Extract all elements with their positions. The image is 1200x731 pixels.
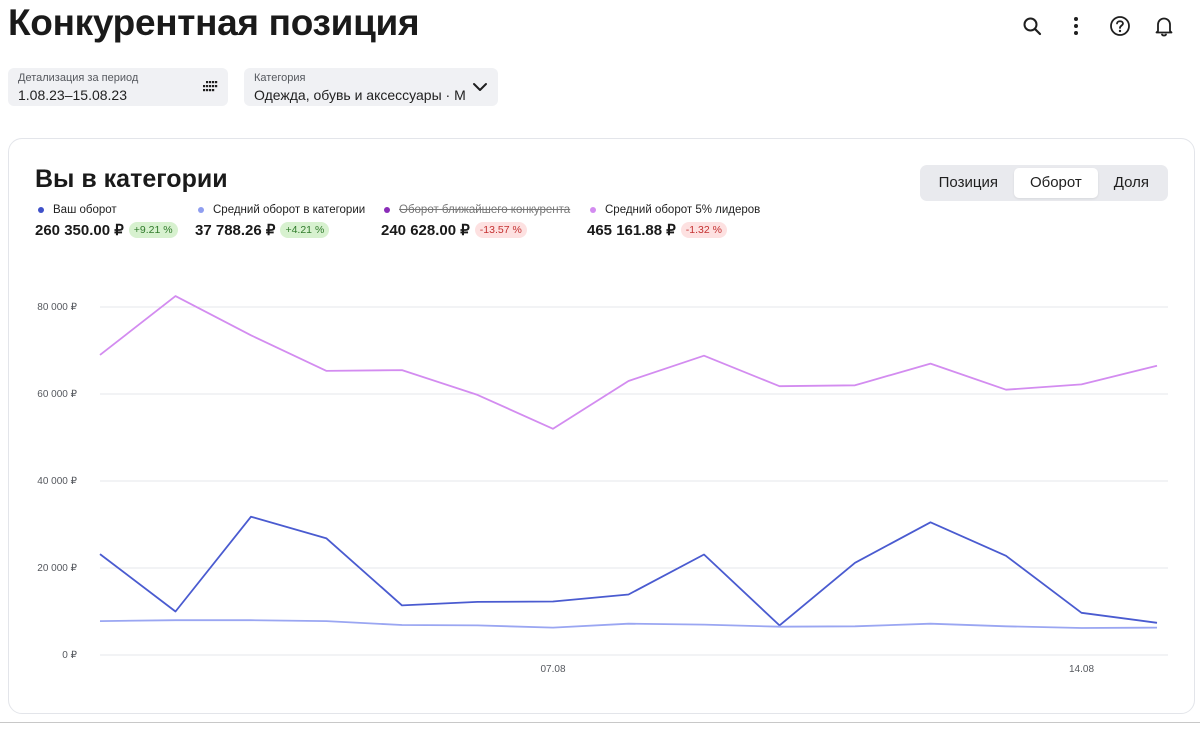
y-tick-label: 80 000 ₽ — [37, 302, 77, 313]
legend-dot — [198, 207, 204, 213]
period-filter-value: 1.08.23–15.08.23 — [18, 87, 127, 103]
change-badge: +9.21 % — [128, 222, 178, 238]
more-vertical-icon[interactable] — [1054, 12, 1098, 40]
top-toolbar — [1010, 12, 1186, 40]
legend-item-category-average[interactable]: Средний оборот в категории 37 788.26 ₽ +4… — [195, 202, 381, 239]
series-line-2 — [99, 619, 1158, 629]
page-title: Конкурентная позиция — [8, 2, 420, 43]
legend-name: Средний оборот в категории — [213, 204, 366, 216]
bell-icon[interactable] — [1142, 12, 1186, 40]
legend-item-nearest-competitor[interactable]: Оборот ближайшего конкурента 240 628.00 … — [381, 202, 587, 239]
tab-turnover[interactable]: Оборот — [1013, 168, 1098, 198]
y-axis-ticks: 0 ₽ 20 000 ₽ 40 000 ₽ 60 000 ₽ 80 000 ₽ — [37, 302, 77, 661]
legend-value: 240 628.00 ₽ — [381, 222, 470, 239]
y-tick-label: 60 000 ₽ — [37, 389, 77, 400]
metric-switcher: Позиция Оборот Доля — [919, 165, 1168, 201]
legend-dot — [590, 207, 596, 213]
category-filter-value: Одежда, обувь и аксессуары · Мужская оде… — [254, 87, 466, 103]
y-tick-label: 0 ₽ — [62, 650, 77, 661]
legend-name: Ваш оборот — [53, 204, 117, 216]
legend-value: 465 161.88 ₽ — [587, 222, 676, 239]
period-filter-label: Детализация за период — [18, 72, 139, 84]
tab-share[interactable]: Доля — [1113, 174, 1149, 191]
chevron-down-icon — [472, 80, 488, 98]
legend-item-top5-leaders[interactable]: Средний оборот 5% лидеров 465 161.88 ₽ -1… — [587, 202, 787, 239]
legend-dot — [384, 207, 390, 213]
change-badge: -13.57 % — [474, 222, 527, 238]
legend-item-your-turnover[interactable]: Ваш оборот 260 350.00 ₽ +9.21 % — [35, 202, 195, 239]
chart-legend: Ваш оборот 260 350.00 ₽ +9.21 % Средний о… — [35, 202, 787, 239]
chart-gridlines — [100, 306, 1168, 656]
change-badge: -1.32 % — [680, 222, 727, 238]
x-axis-ticks: 07.08 14.08 — [540, 664, 1094, 675]
bottom-divider — [0, 722, 1200, 723]
y-tick-label: 40 000 ₽ — [37, 476, 77, 487]
chart-series — [99, 295, 1158, 629]
card-title: Вы в категории — [35, 165, 228, 193]
category-card: Вы в категории Позиция Оборот Доля Ваш о… — [8, 138, 1195, 714]
x-tick-label: 07.08 — [540, 664, 565, 675]
help-icon[interactable] — [1098, 12, 1142, 40]
legend-value: 260 350.00 ₽ — [35, 222, 124, 239]
calendar-icon — [202, 80, 218, 99]
tab-position[interactable]: Позиция — [938, 174, 998, 191]
change-badge: +4.21 % — [280, 222, 330, 238]
series-line-0 — [99, 295, 1158, 430]
search-icon[interactable] — [1010, 12, 1054, 40]
period-filter[interactable]: Детализация за период 1.08.23–15.08.23 — [8, 68, 228, 106]
legend-dot — [38, 207, 44, 213]
y-tick-label: 20 000 ₽ — [37, 563, 77, 574]
legend-value: 37 788.26 ₽ — [195, 222, 276, 239]
legend-name: Оборот ближайшего конкурента — [399, 204, 571, 216]
series-line-1 — [99, 515, 1158, 627]
category-filter[interactable]: Категория Одежда, обувь и аксессуары · М… — [244, 68, 498, 106]
turnover-line-chart: 0 ₽ 20 000 ₽ 40 000 ₽ 60 000 ₽ 80 000 ₽ 07.0… — [37, 295, 1168, 675]
x-tick-label: 14.08 — [1069, 664, 1094, 675]
legend-name: Средний оборот 5% лидеров — [605, 204, 761, 216]
category-filter-label: Категория — [254, 72, 306, 84]
